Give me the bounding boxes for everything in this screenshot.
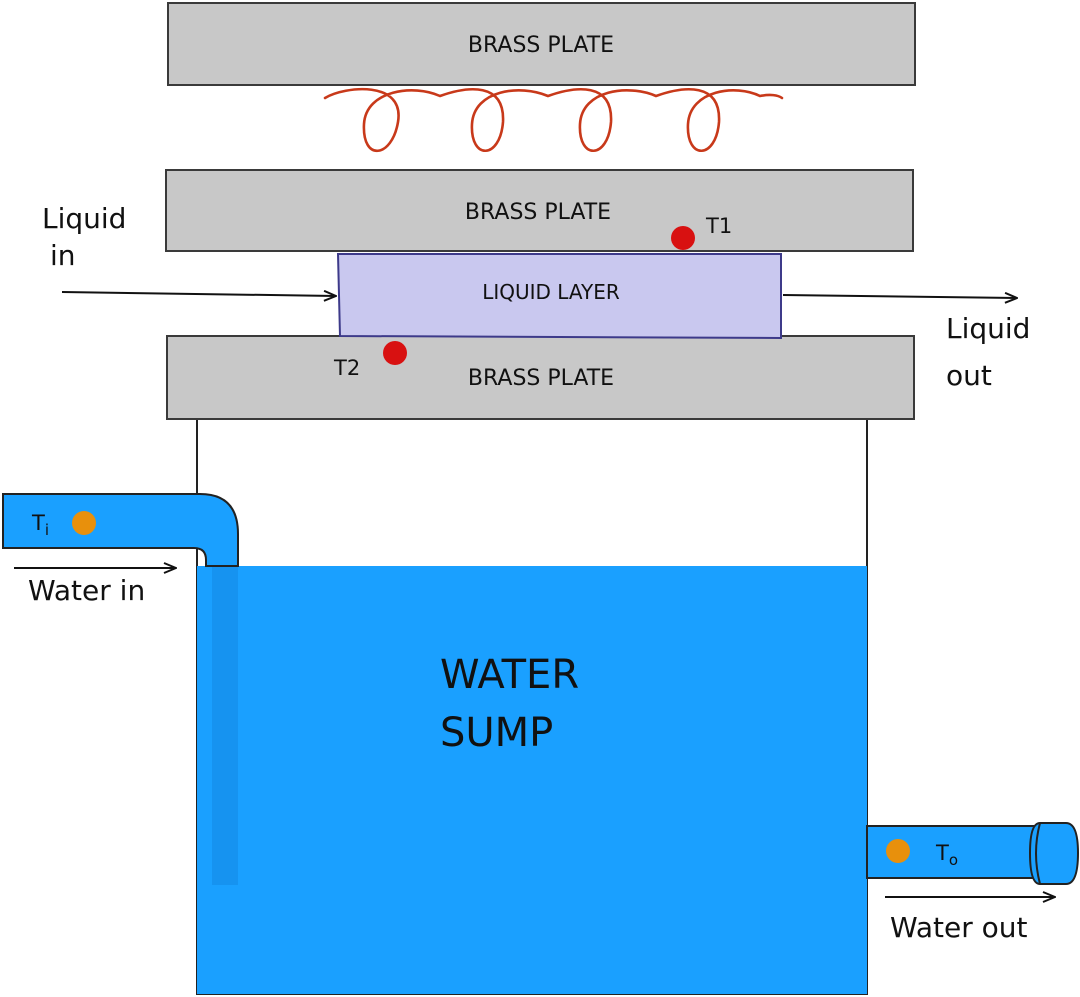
brass-plate-middle-label: BRASS PLATE — [465, 200, 611, 225]
sensor-ti-label: Ti — [31, 511, 49, 539]
sensor-to-label: To — [935, 841, 958, 869]
brass-plate-top-label: BRASS PLATE — [468, 33, 614, 58]
liquid-layer-label: LIQUID LAYER — [482, 280, 620, 304]
liquid-layer: LIQUID LAYER — [336, 253, 782, 340]
water-inlet-pipe — [2, 493, 239, 567]
heater-coil — [323, 87, 784, 153]
brass-plate-bottom-label: BRASS PLATE — [468, 366, 614, 391]
liquid-out-arrow — [782, 295, 1017, 298]
sump-label-line2: SUMP — [440, 710, 553, 756]
brass-plate-middle: BRASS PLATE — [165, 169, 914, 252]
sensor-t2-dot — [383, 341, 407, 365]
liquid-out-label-line2: out — [946, 359, 992, 392]
water-outlet-pipe — [866, 825, 1040, 879]
brass-plate-bottom: BRASS PLATE — [166, 335, 915, 420]
water-in-label: Water in — [28, 574, 145, 607]
inlet-downpipe — [212, 560, 238, 885]
outlet-cap-rim — [1035, 822, 1041, 885]
outlet-pipe-cap — [1028, 822, 1080, 885]
sump-label-line1: WATER — [440, 652, 579, 698]
liquid-in-label-line2: in — [50, 239, 76, 272]
water-out-label: Water out — [890, 911, 1028, 944]
liquid-out-label-line1: Liquid — [946, 312, 1030, 345]
sensor-t1-dot — [671, 226, 695, 250]
sensor-t2-label: T2 — [333, 356, 360, 380]
liquid-in-label-line1: Liquid — [42, 202, 126, 235]
sensor-to-dot — [886, 839, 910, 863]
brass-plate-top: BRASS PLATE — [167, 2, 916, 86]
sensor-t1-label: T1 — [705, 214, 732, 238]
sensor-ti-dot — [72, 511, 96, 535]
liquid-in-arrow — [61, 292, 336, 296]
sump-water — [197, 566, 867, 994]
